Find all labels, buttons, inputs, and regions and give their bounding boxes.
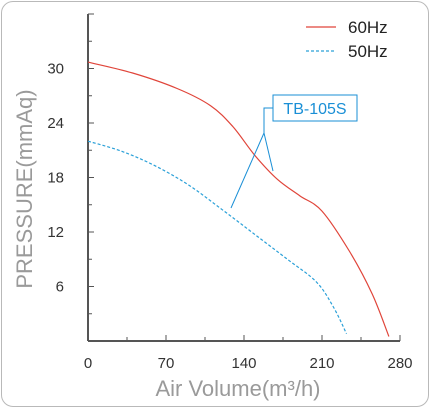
y-tick-label: 12 <box>47 224 64 241</box>
model-callout: TB-105S <box>230 94 358 209</box>
x-tick-label: 70 <box>158 355 175 372</box>
x-tick-label: 280 <box>387 355 412 372</box>
callout-box <box>272 94 358 122</box>
x-axis-title: Air Volume(m³/h) <box>155 376 320 401</box>
callout-leader-50hz <box>230 132 265 209</box>
y-tick-label: 6 <box>56 279 64 296</box>
tick-labels: 0 70 140 210 280 6 12 18 24 30 <box>47 61 412 373</box>
y-axis-title: PRESSURE(mmAq) <box>12 89 37 288</box>
legend: 60Hz 50Hz <box>306 18 388 61</box>
legend-label-50hz: 50Hz <box>348 42 388 61</box>
series-line-60hz <box>87 61 390 337</box>
axes <box>87 13 401 342</box>
y-tick-label: 18 <box>47 170 64 187</box>
x-tick-label: 210 <box>309 355 334 372</box>
y-tick-label: 30 <box>47 61 64 78</box>
x-tick-label: 0 <box>84 355 92 372</box>
callout-leader-60hz <box>263 132 274 172</box>
legend-label-60hz: 60Hz <box>348 18 388 37</box>
callout-label: TB-105S <box>283 101 346 118</box>
x-tick-label: 140 <box>231 355 256 372</box>
y-tick-label: 24 <box>47 115 64 132</box>
callout-leader-elbow <box>263 107 273 133</box>
curves <box>87 61 390 337</box>
series-line-50hz <box>87 140 348 334</box>
